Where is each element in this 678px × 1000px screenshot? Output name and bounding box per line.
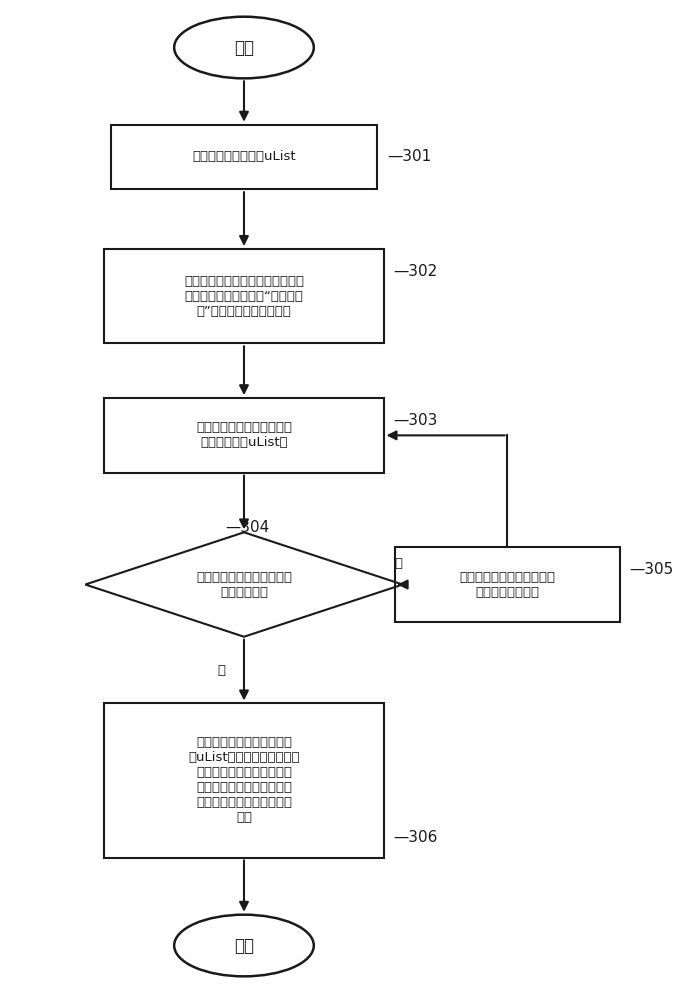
Text: 开始: 开始 (234, 39, 254, 57)
Text: 初始化界面元素列表uList: 初始化界面元素列表uList (192, 150, 296, 163)
Text: 将当前处理元素的父元素设
置为当前处理元素: 将当前处理元素的父元素设 置为当前处理元素 (460, 571, 555, 599)
Text: 从头部开始遍历界面元素列
表uList，将每一个界面元素
的属性以字符记录，界面元
素与界面元素之间以分隔符
连接，得到完整的索引字符
串。: 从头部开始遍历界面元素列 表uList，将每一个界面元素 的属性以字符记录，界面… (188, 736, 300, 824)
Text: 结束: 结束 (234, 937, 254, 955)
Text: —306: —306 (393, 830, 437, 845)
Text: —301: —301 (387, 149, 431, 164)
Text: —304: —304 (225, 520, 269, 535)
Text: —305: —305 (630, 562, 674, 577)
Text: —303: —303 (393, 413, 437, 428)
Text: 否: 否 (395, 557, 403, 570)
Text: 获取用户当前激活或鼠标所在位置
的界面元素，本例中为“密码输入
框”，设置为当前处理元素: 获取用户当前激活或鼠标所在位置 的界面元素，本例中为“密码输入 框”，设置为当前… (184, 275, 304, 318)
Text: 是: 是 (217, 664, 225, 677)
Text: 将当前处理元素从头部插入
界面元素列表uList中: 将当前处理元素从头部插入 界面元素列表uList中 (196, 421, 292, 449)
Text: 查询当前处理元素的父元素
是否为根元素: 查询当前处理元素的父元素 是否为根元素 (196, 571, 292, 599)
Text: —302: —302 (393, 264, 437, 279)
